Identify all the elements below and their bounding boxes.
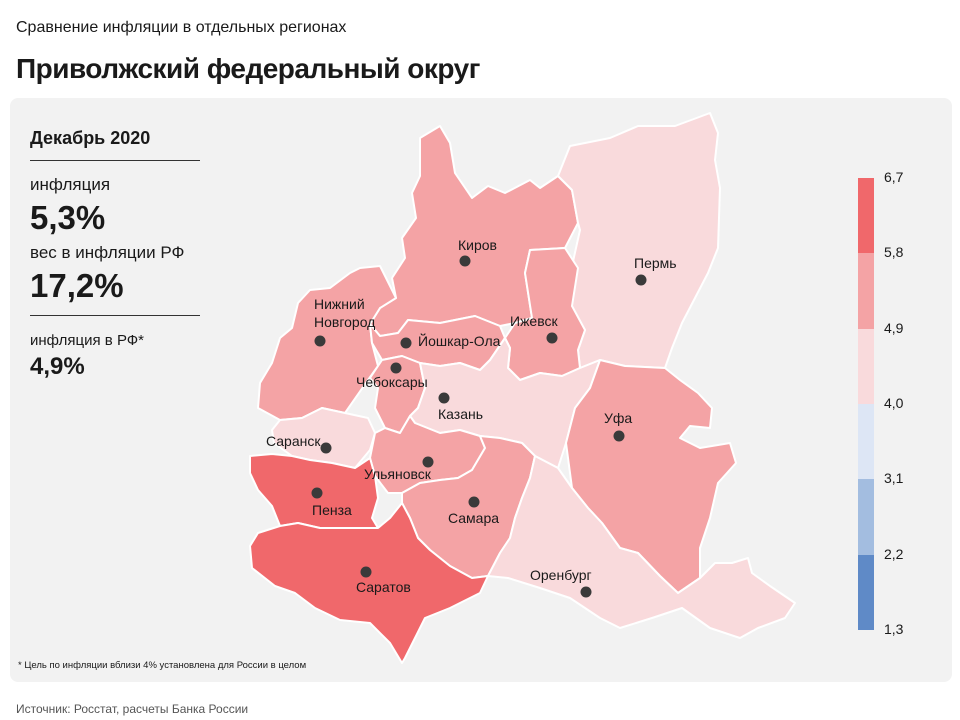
legend-tick: 4,0 xyxy=(884,395,904,411)
city-markers: Киров Пермь Нижний Новгород Йошкар-Ола И… xyxy=(266,237,677,598)
city-label-orenburg: Оренбург xyxy=(530,567,592,583)
period-label: Декабрь 2020 xyxy=(30,128,200,161)
city-label-izhevsk: Ижевск xyxy=(510,313,558,329)
weight-label: вес в инфляции РФ xyxy=(30,243,185,262)
city-label-saransk: Саранск xyxy=(266,433,321,449)
footnote: * Цель по инфляции вблизи 4% установлена… xyxy=(18,660,307,671)
city-dot-izhevsk xyxy=(546,332,558,344)
city-dot-orenburg xyxy=(580,586,592,598)
city-label-nizhny-2: Новгород xyxy=(314,314,375,330)
legend-tick: 2,2 xyxy=(884,545,904,562)
legend-bin xyxy=(858,554,874,630)
source-note: Источник: Росстат, расчеты Банка России xyxy=(16,702,249,716)
city-dot-yoshkar xyxy=(400,337,412,349)
city-dot-saratov xyxy=(360,566,372,578)
region-orenburg[interactable] xyxy=(487,455,796,639)
color-legend: 6,7 5,8 4,9 4,0 3,1 2,2 1,3 xyxy=(858,169,918,637)
rf-inflation-value: 4,9% xyxy=(30,353,85,380)
stats-divider xyxy=(30,315,200,316)
region-saratov[interactable] xyxy=(249,502,489,664)
legend-bin xyxy=(858,479,874,555)
city-dot-cheb xyxy=(390,362,402,374)
city-dot-ulyan xyxy=(422,456,434,468)
region-map: Киров Пермь Нижний Новгород Йошкар-Ола И… xyxy=(249,112,796,664)
city-label-cheb: Чебоксары xyxy=(356,374,428,390)
weight-value: 17,2% xyxy=(30,267,124,304)
city-dot-kirov xyxy=(459,255,471,267)
legend-bin xyxy=(858,178,874,254)
city-label-penza: Пенза xyxy=(312,502,352,518)
city-dot-perm xyxy=(635,274,647,286)
page-title: Приволжский федеральный округ xyxy=(16,53,480,84)
legend-tick: 3,1 xyxy=(884,470,904,487)
city-label-yoshkar: Йошкар-Ола xyxy=(418,332,501,349)
legend-tick: 4,9 xyxy=(884,319,904,336)
page-subtitle: Сравнение инфляции в отдельных регионах xyxy=(16,19,347,36)
legend-tick: 6,7 xyxy=(884,169,904,185)
legend-bin xyxy=(858,404,874,480)
city-label-samara: Самара xyxy=(448,510,499,526)
city-label-saratov: Саратов xyxy=(356,579,411,595)
inflation-label: инфляция xyxy=(30,175,111,194)
legend-bin xyxy=(858,253,874,329)
city-label-ulyan: Ульяновск xyxy=(364,466,432,482)
city-label-kazan: Казань xyxy=(438,406,483,422)
legend-tick: 5,8 xyxy=(884,244,904,261)
city-label-perm: Пермь xyxy=(634,255,677,271)
city-dot-ufa xyxy=(613,430,625,442)
city-dot-samara xyxy=(468,496,480,508)
city-dot-saransk xyxy=(320,442,332,454)
stats-block: Декабрь 2020 инфляция 5,3% вес в инфляци… xyxy=(30,128,200,387)
legend-bin xyxy=(858,328,874,404)
inflation-value: 5,3% xyxy=(30,199,106,236)
city-label-ufa: Уфа xyxy=(604,410,632,426)
city-dot-kazan xyxy=(438,392,450,404)
region-saransk[interactable] xyxy=(271,407,376,469)
city-label-kirov: Киров xyxy=(458,237,497,253)
map-panel: Декабрь 2020 инфляция 5,3% вес в инфляци… xyxy=(10,98,952,682)
city-dot-penza xyxy=(311,487,323,499)
city-dot-nizhny xyxy=(314,335,326,347)
legend-tick: 1,3 xyxy=(884,621,904,637)
rf-inflation-label: инфляция в РФ* xyxy=(30,332,145,349)
city-label-nizhny-1: Нижний xyxy=(314,296,365,312)
